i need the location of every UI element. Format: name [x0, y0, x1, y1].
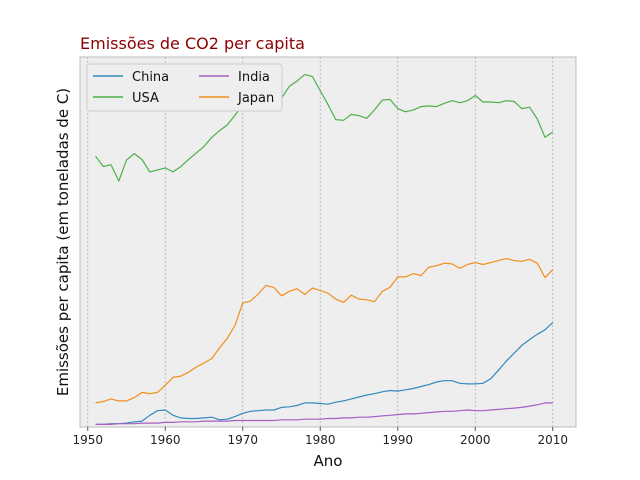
plot-frame	[79, 56, 577, 428]
x-tick-label: 1980	[305, 433, 336, 447]
y-axis-title: Emissões per capita (em toneladas de C)	[54, 88, 72, 396]
x-gridlines	[87, 57, 554, 427]
x-tick-label: 1970	[227, 433, 258, 447]
x-axis-title: Ano	[314, 452, 343, 470]
x-tick-label: 1990	[382, 433, 413, 447]
legend-label: China	[132, 70, 169, 85]
legend-box	[86, 63, 283, 112]
chart-title: Emissões de CO2 per capita	[80, 34, 305, 53]
series-lines	[95, 68, 554, 425]
x-tick-label: 2010	[537, 433, 568, 447]
legend-label: Japan	[237, 91, 274, 106]
legend-label: India	[238, 70, 270, 85]
legend: China USA India Japan	[86, 63, 283, 112]
series-line-china	[95, 322, 554, 425]
series-line-japan	[95, 258, 554, 404]
series-line-india	[95, 402, 553, 425]
legend-label: USA	[132, 91, 159, 106]
x-tick-label: 1950	[72, 433, 103, 447]
x-tick-label: 2000	[460, 433, 491, 447]
series-line-usa	[95, 68, 554, 182]
x-axis-ticks: 1950 1960 1970 1980 1990 2000 2010	[72, 427, 568, 447]
x-tick-label: 1960	[150, 433, 181, 447]
plot-area	[80, 57, 576, 427]
